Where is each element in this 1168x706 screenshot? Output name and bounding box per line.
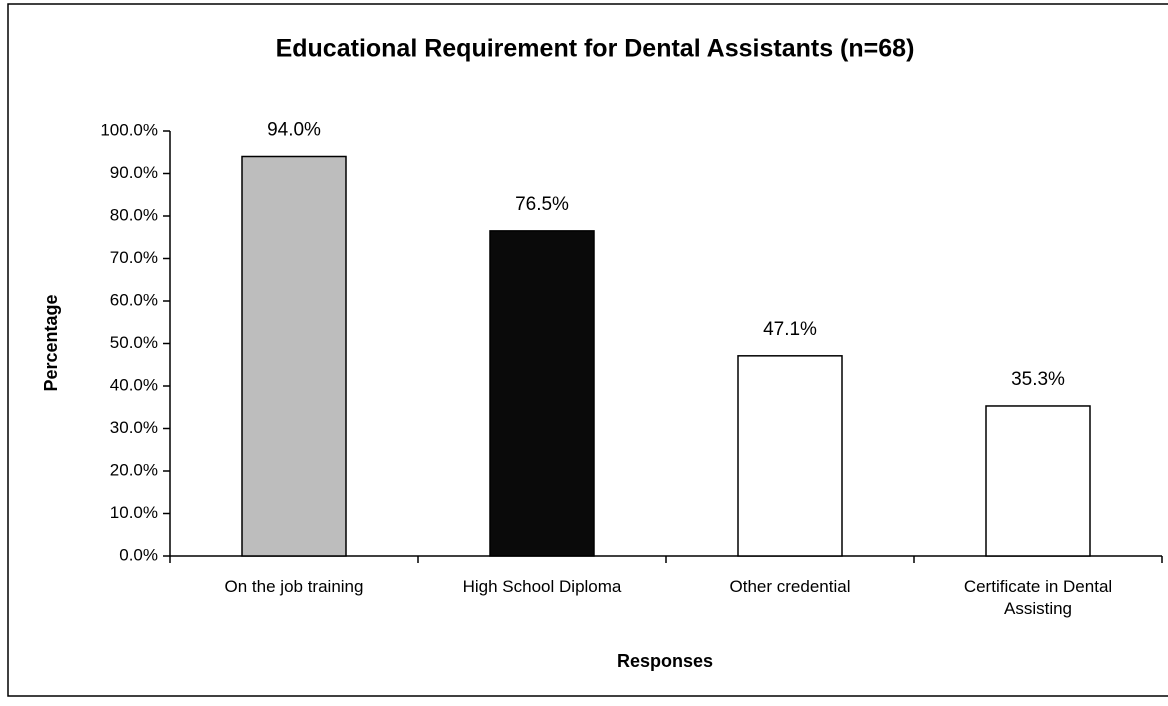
y-tick-label: 30.0% [110, 418, 158, 437]
y-axis-label: Percentage [41, 294, 61, 391]
x-tick-label: High School Diploma [462, 577, 622, 596]
y-tick-label: 20.0% [110, 460, 158, 479]
y-tick-label: 0.0% [119, 545, 158, 564]
data-label: 47.1% [763, 319, 817, 340]
chart-title: Educational Requirement for Dental Assis… [276, 35, 915, 63]
x-axis-label: Responses [617, 651, 713, 671]
y-tick-label: 10.0% [110, 503, 158, 522]
y-tick-label: 70.0% [110, 248, 158, 267]
y-tick-label: 80.0% [110, 205, 158, 224]
bar [489, 230, 595, 557]
y-tick-label: 100.0% [100, 120, 158, 139]
y-tick-label: 60.0% [110, 290, 158, 309]
y-tick-label: 50.0% [110, 333, 158, 352]
data-label: 76.5% [515, 194, 569, 215]
data-label: 35.3% [1011, 369, 1065, 390]
x-tick-label: Other credential [729, 577, 851, 596]
chart-frame [7, 3, 1168, 697]
bar [241, 155, 347, 557]
bar [737, 355, 843, 557]
x-tick-label: On the job training [224, 577, 364, 596]
x-tick-label: Certificate in Dental Assisting [963, 577, 1113, 618]
y-tick-label: 40.0% [110, 375, 158, 394]
bar [985, 405, 1091, 557]
data-label: 94.0% [267, 120, 321, 141]
y-tick-label: 90.0% [110, 163, 158, 182]
